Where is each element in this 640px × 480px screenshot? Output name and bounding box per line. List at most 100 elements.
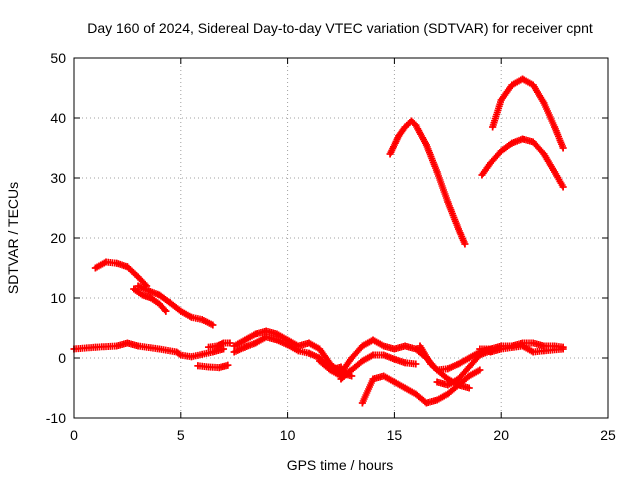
data-point xyxy=(205,343,213,351)
data-point xyxy=(166,299,174,307)
y-axis-label: SDTVAR / TECUs xyxy=(5,182,21,294)
data-point xyxy=(162,307,170,315)
data-point xyxy=(454,225,462,233)
data-point xyxy=(326,366,334,374)
data-point xyxy=(476,351,484,359)
data-point xyxy=(337,375,345,383)
data-point xyxy=(465,363,473,371)
data-point xyxy=(497,96,505,104)
data-point xyxy=(369,351,377,359)
data-point xyxy=(134,273,142,281)
data-point xyxy=(476,345,484,353)
grid xyxy=(74,58,608,418)
data-point xyxy=(454,375,462,383)
x-tick-label: 5 xyxy=(177,427,185,443)
data-point xyxy=(241,336,249,344)
data-point xyxy=(380,351,388,359)
data-point xyxy=(284,341,292,349)
data-point xyxy=(348,354,356,362)
data-point xyxy=(173,348,181,356)
data-point xyxy=(407,117,415,125)
data-point xyxy=(461,240,469,248)
data-point xyxy=(123,339,131,347)
data-point xyxy=(487,348,495,356)
data-point xyxy=(540,99,548,107)
data-point xyxy=(487,159,495,167)
series-peak-2 xyxy=(489,75,567,152)
data-point xyxy=(454,360,462,368)
data-point xyxy=(390,378,398,386)
data-point xyxy=(529,339,537,347)
data-point xyxy=(476,366,484,374)
data-point xyxy=(433,396,441,404)
data-point xyxy=(130,285,138,293)
data-point xyxy=(412,360,420,368)
data-point xyxy=(380,372,388,380)
data-point xyxy=(386,150,394,158)
data-point xyxy=(209,321,217,329)
series-hump-2 xyxy=(337,351,420,383)
data-point xyxy=(220,339,228,347)
data-point xyxy=(401,359,409,367)
x-tick-label: 20 xyxy=(493,427,509,443)
data-point xyxy=(187,313,195,321)
data-point xyxy=(252,339,260,347)
data-point xyxy=(489,123,497,131)
data-point xyxy=(91,264,99,272)
data-point xyxy=(155,291,163,299)
data-point xyxy=(529,138,537,146)
data-point xyxy=(380,342,388,350)
data-point xyxy=(113,342,121,350)
data-point xyxy=(273,336,281,344)
data-point xyxy=(444,365,452,373)
y-tick-label: 10 xyxy=(50,290,66,306)
x-tick-label: 10 xyxy=(280,427,296,443)
series-peak-1 xyxy=(386,117,469,248)
series-dip-1 xyxy=(358,366,484,407)
data-point xyxy=(444,375,452,383)
x-tick-label: 15 xyxy=(387,427,403,443)
data-point xyxy=(433,366,441,374)
data-point xyxy=(427,360,435,368)
data-point xyxy=(230,342,238,350)
data-point xyxy=(316,357,324,365)
data-point xyxy=(113,259,121,267)
x-axis-label: GPS time / hours xyxy=(287,457,394,473)
series-noisy-2 xyxy=(230,333,345,374)
data-point xyxy=(198,316,206,324)
data-point xyxy=(416,342,424,350)
data-point xyxy=(433,378,441,386)
data-point xyxy=(529,81,537,89)
data-point xyxy=(401,342,409,350)
data-point xyxy=(305,349,313,357)
data-point xyxy=(155,345,163,353)
series-peak-3 xyxy=(478,135,567,191)
data-point xyxy=(205,363,213,371)
data-point xyxy=(220,345,228,353)
data-point xyxy=(497,147,505,155)
data-point xyxy=(559,345,567,353)
series-base-2 xyxy=(205,339,234,351)
data-point xyxy=(551,168,559,176)
data-point xyxy=(559,183,567,191)
data-point xyxy=(123,263,131,271)
data-point xyxy=(138,291,146,299)
data-point xyxy=(198,350,206,358)
data-point xyxy=(454,381,462,389)
data-point xyxy=(497,345,505,353)
series-arc-2 xyxy=(130,285,170,315)
data-point xyxy=(213,342,221,350)
data-point xyxy=(348,366,356,374)
data-point xyxy=(177,351,185,359)
data-point xyxy=(519,135,527,143)
data-point xyxy=(187,353,195,361)
x-tick-label: 0 xyxy=(70,427,78,443)
y-tick-label: 40 xyxy=(50,110,66,126)
data-point xyxy=(294,347,302,355)
data-point xyxy=(559,144,567,152)
data-point xyxy=(540,347,548,355)
series-arc-1 xyxy=(91,258,151,290)
data-point xyxy=(273,330,281,338)
data-point xyxy=(358,357,366,365)
